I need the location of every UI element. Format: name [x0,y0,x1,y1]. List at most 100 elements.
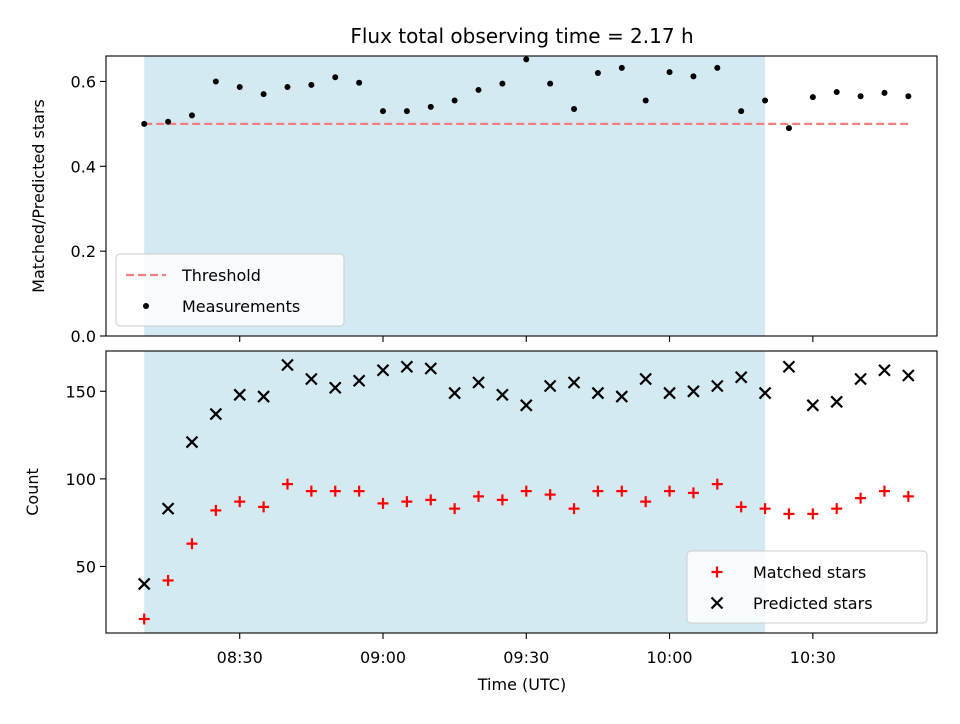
bottom-y-axis-label: Count [23,468,42,516]
data-point [473,490,485,502]
data-point [568,503,580,515]
data-point [161,502,175,515]
data-point [640,496,652,508]
data-point [305,485,317,497]
data-point [376,363,390,377]
data-point [424,362,438,375]
data-point [308,81,315,88]
legend-measurements-swatch [143,303,149,309]
data-point [854,372,867,386]
legend-label: Threshold [181,266,261,285]
data-point [186,538,198,550]
data-point [642,97,649,104]
data-point [591,386,605,400]
legend-label: Measurements [182,297,300,316]
data-point [425,494,437,506]
data-point [141,120,148,127]
bottom-legend: Matched stars Predicted stars [686,550,928,624]
data-point [451,97,458,104]
data-point [785,125,792,132]
data-point [833,89,840,96]
data-point [257,390,270,403]
legend-matched-stars-swatch [711,566,723,578]
data-point [902,490,914,502]
legend-predicted-stars-swatch [710,596,724,610]
chart-title: Flux total observing time = 2.17 h [350,24,693,48]
data-point [571,106,578,113]
data-point [328,381,342,395]
data-point [547,80,554,87]
data-point [543,379,557,393]
bottom-panel: 50 100 150 08:30 09:00 09:30 10:00 10:30 Matched… [65,350,938,667]
data-point [783,508,795,520]
data-point [594,69,601,76]
x-axis-label: Time (UTC) [477,675,566,694]
top-legend: Threshold Measurements [115,253,345,327]
bottom-observing-interval-shade [144,351,766,633]
top-panel: 0.0 0.2 0.4 0.6 Threshold Measurements [71,55,938,346]
y-tick-label: 0.2 [71,242,96,261]
data-point [618,64,625,71]
data-point [905,93,912,100]
y-tick-label: 150 [65,382,96,401]
legend-box [686,550,928,624]
y-tick-label: 50 [76,557,96,576]
data-point [353,485,365,497]
data-point [356,79,363,86]
data-point [782,360,796,374]
data-point [806,399,820,412]
data-point [281,358,294,372]
data-point [209,407,223,421]
data-point [332,74,339,81]
data-point [448,386,461,400]
x-tick-label: 10:30 [790,648,836,667]
data-point [758,386,772,400]
data-point [738,108,745,115]
top-axes-frame [105,55,938,337]
data-point [734,370,748,384]
data-point [185,435,199,449]
legend-label: Matched stars [753,563,866,582]
data-point [616,485,628,497]
data-point [711,478,723,490]
data-point [496,388,509,402]
legend-box [115,253,345,327]
y-tick-label: 100 [65,470,96,489]
data-point [233,388,247,402]
data-point [400,360,414,374]
data-point [496,494,508,506]
data-point [762,97,769,104]
data-point [475,86,482,93]
data-point [615,390,629,403]
data-point [329,485,341,497]
y-tick-label: 0.6 [71,72,96,91]
x-tick-label: 10:00 [646,648,692,667]
data-point [592,485,604,497]
data-point [881,89,888,96]
data-point [690,73,697,80]
x-tick-label: 09:00 [360,648,406,667]
data-point [472,376,485,389]
data-point [687,385,700,398]
data-point [162,574,174,586]
data-point [567,376,581,389]
data-point [857,93,864,100]
data-point [711,379,724,393]
data-point [830,395,843,409]
data-point [639,372,652,386]
data-point [210,504,222,516]
data-point [714,64,721,71]
x-tick-label: 09:30 [503,648,549,667]
data-point [687,487,699,499]
bottom-series-predicted-stars [137,358,915,591]
data-point [519,399,533,412]
data-point [377,497,389,509]
data-point [281,478,293,490]
data-point [165,118,172,125]
data-point [258,501,270,513]
data-point [663,386,676,400]
data-point [236,83,243,90]
data-point [523,56,530,63]
data-point [855,492,867,504]
